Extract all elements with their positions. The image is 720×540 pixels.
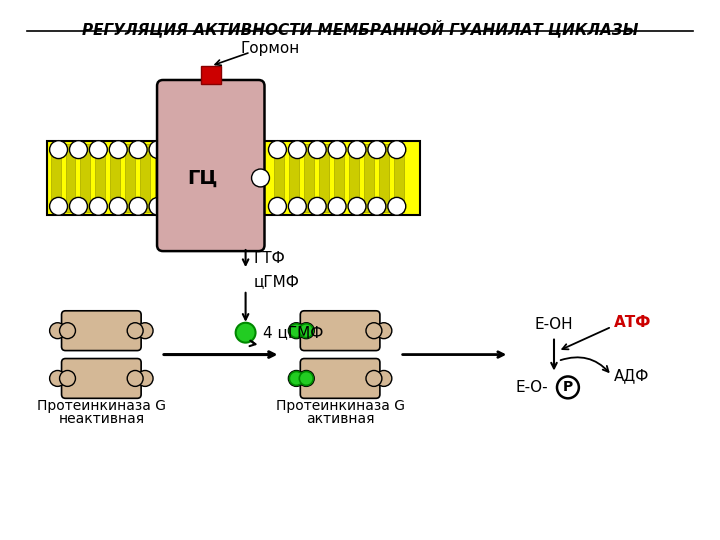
Bar bbox=[364, 144, 374, 212]
Bar bbox=[319, 144, 329, 212]
Circle shape bbox=[300, 323, 313, 338]
Circle shape bbox=[308, 198, 326, 215]
Bar bbox=[140, 144, 150, 212]
Circle shape bbox=[60, 370, 76, 387]
Circle shape bbox=[137, 370, 153, 387]
Bar bbox=[305, 144, 314, 212]
Text: Протеинкиназа G: Протеинкиназа G bbox=[37, 399, 166, 413]
Circle shape bbox=[388, 198, 406, 215]
Circle shape bbox=[557, 376, 579, 399]
Circle shape bbox=[308, 140, 326, 159]
FancyBboxPatch shape bbox=[61, 311, 141, 350]
Circle shape bbox=[366, 323, 382, 339]
Circle shape bbox=[89, 198, 107, 215]
Circle shape bbox=[366, 370, 382, 387]
FancyBboxPatch shape bbox=[61, 359, 141, 399]
Circle shape bbox=[149, 198, 167, 215]
Bar bbox=[95, 144, 105, 212]
Circle shape bbox=[127, 323, 143, 339]
Bar bbox=[155, 144, 165, 212]
Bar bbox=[125, 144, 135, 212]
Circle shape bbox=[129, 198, 147, 215]
Circle shape bbox=[127, 370, 143, 387]
Circle shape bbox=[89, 140, 107, 159]
Circle shape bbox=[50, 198, 68, 215]
Bar bbox=[394, 144, 404, 212]
FancyBboxPatch shape bbox=[300, 311, 380, 350]
Circle shape bbox=[348, 140, 366, 159]
Bar bbox=[81, 144, 91, 212]
Bar bbox=[274, 144, 284, 212]
Circle shape bbox=[50, 140, 68, 159]
Circle shape bbox=[60, 323, 76, 339]
Bar bbox=[66, 144, 76, 212]
Bar bbox=[334, 144, 344, 212]
Circle shape bbox=[328, 140, 346, 159]
FancyBboxPatch shape bbox=[300, 359, 380, 399]
Circle shape bbox=[289, 323, 303, 338]
Circle shape bbox=[368, 198, 386, 215]
Text: Е-ОН: Е-ОН bbox=[535, 317, 573, 332]
Circle shape bbox=[109, 140, 127, 159]
Text: РЕГУЛЯЦИЯ АКТИВНОСТИ МЕМБРАННОЙ ГУАНИЛАТ ЦИКЛАЗЫ: РЕГУЛЯЦИЯ АКТИВНОСТИ МЕМБРАННОЙ ГУАНИЛАТ… bbox=[82, 19, 638, 37]
Circle shape bbox=[129, 140, 147, 159]
Text: АДФ: АДФ bbox=[613, 368, 649, 383]
Bar bbox=[201, 66, 221, 84]
Circle shape bbox=[289, 140, 306, 159]
Bar bbox=[379, 144, 389, 212]
Circle shape bbox=[289, 198, 306, 215]
Circle shape bbox=[269, 198, 287, 215]
Text: ГТФ: ГТФ bbox=[253, 251, 285, 266]
Circle shape bbox=[50, 370, 66, 387]
Text: ГЦ: ГЦ bbox=[188, 169, 218, 188]
Bar bbox=[47, 140, 420, 215]
Circle shape bbox=[298, 370, 314, 387]
Circle shape bbox=[50, 323, 66, 339]
Circle shape bbox=[348, 198, 366, 215]
Circle shape bbox=[376, 370, 392, 387]
Circle shape bbox=[251, 169, 269, 187]
Circle shape bbox=[376, 323, 392, 339]
Circle shape bbox=[137, 323, 153, 339]
Bar bbox=[110, 144, 120, 212]
Circle shape bbox=[388, 140, 406, 159]
Circle shape bbox=[289, 372, 303, 386]
Text: активная: активная bbox=[306, 412, 374, 426]
Text: Е-О-: Е-О- bbox=[516, 380, 549, 395]
Circle shape bbox=[328, 198, 346, 215]
Circle shape bbox=[289, 323, 305, 339]
Circle shape bbox=[300, 372, 313, 386]
Circle shape bbox=[368, 140, 386, 159]
Circle shape bbox=[149, 140, 167, 159]
Bar bbox=[289, 144, 300, 212]
Bar bbox=[349, 144, 359, 212]
Circle shape bbox=[289, 370, 305, 387]
Circle shape bbox=[70, 198, 87, 215]
Text: 4 цГМФ: 4 цГМФ bbox=[264, 325, 324, 340]
Text: Гормон: Гормон bbox=[240, 40, 300, 56]
Text: Протеинкиназа G: Протеинкиназа G bbox=[276, 399, 405, 413]
Circle shape bbox=[298, 323, 314, 339]
Circle shape bbox=[70, 140, 87, 159]
Text: цГМФ: цГМФ bbox=[253, 274, 300, 289]
Text: неактивная: неактивная bbox=[58, 412, 145, 426]
Circle shape bbox=[269, 140, 287, 159]
Bar bbox=[50, 144, 60, 212]
Text: АТФ: АТФ bbox=[613, 315, 651, 330]
Text: Р: Р bbox=[563, 380, 573, 394]
FancyBboxPatch shape bbox=[157, 80, 264, 251]
Circle shape bbox=[235, 323, 256, 342]
Circle shape bbox=[109, 198, 127, 215]
